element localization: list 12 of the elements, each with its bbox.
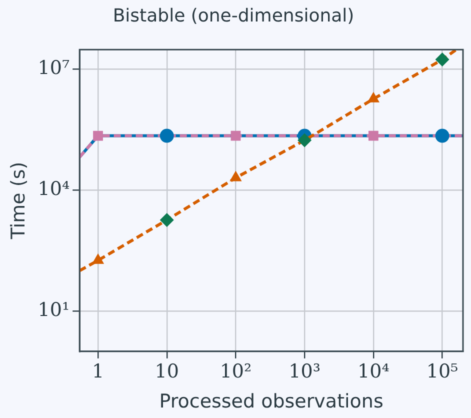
x-tick-label: 10 xyxy=(154,360,179,383)
x-tick-label: 10⁵ xyxy=(426,360,458,383)
chart-title: Bistable (one-dimensional) xyxy=(112,5,354,26)
x-tick-label: 10³ xyxy=(288,360,320,383)
y-tick-label: 10⁴ xyxy=(38,178,70,200)
y-axis-title: Time (s) xyxy=(7,162,30,240)
y-tick-label: 10⁷ xyxy=(38,56,70,79)
x-tick-label: 1 xyxy=(92,360,104,383)
x-tick-label: 10² xyxy=(220,360,252,383)
x-tick-label: 10⁴ xyxy=(358,360,390,383)
x-axis-title: Processed observations xyxy=(159,390,384,413)
y-tick-label: 10¹ xyxy=(38,298,70,321)
